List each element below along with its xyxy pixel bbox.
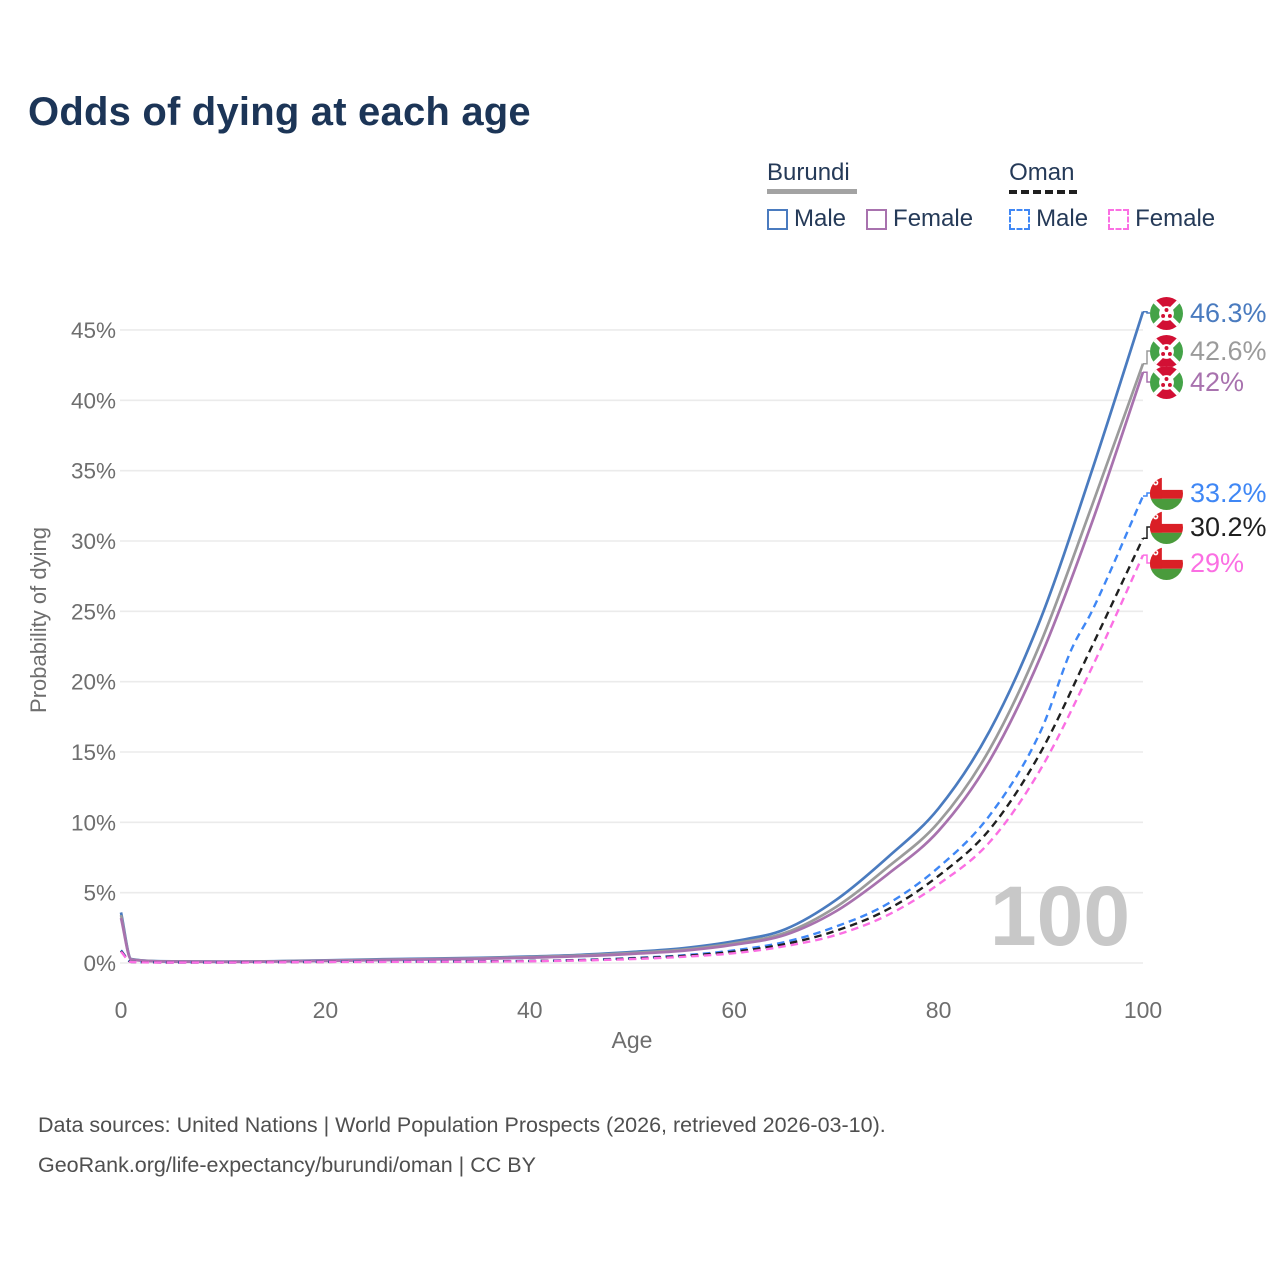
- x-tick-label: 0: [115, 997, 128, 1023]
- end-value-oman-both: 30.2%: [1150, 510, 1267, 544]
- x-tick-label: 60: [721, 997, 747, 1023]
- end-value-oman-female: 29%: [1150, 546, 1244, 580]
- legend-item-label: Male: [1036, 205, 1089, 233]
- x-tick-label: 80: [926, 997, 952, 1023]
- end-label-connector: [1143, 310, 1150, 314]
- data-sources-line: Data sources: United Nations | World Pop…: [38, 1113, 886, 1137]
- legend-item-label: Male: [794, 205, 847, 233]
- legend-item-burundi-female[interactable]: Female: [866, 205, 973, 233]
- series-line-burundi-female: [119, 371, 1145, 964]
- label-connectors: [1143, 310, 1150, 564]
- end-value-label: 46.3%: [1190, 297, 1267, 328]
- end-label-connector: [1143, 492, 1150, 497]
- oman-flag-icon: [1150, 510, 1183, 544]
- oman-flag-icon: [1150, 546, 1183, 580]
- series-line-burundi-male: [119, 311, 1145, 963]
- end-value-oman-male: 33.2%: [1150, 476, 1267, 510]
- oman-dashed-line-sample: [1009, 190, 1078, 195]
- data-series-lines: [119, 311, 1145, 964]
- end-value-label: 33.2%: [1190, 477, 1267, 508]
- end-label-connector: [1143, 526, 1150, 539]
- oman-flag-icon: [1150, 476, 1183, 510]
- burundi-female-swatch-icon: [866, 208, 888, 230]
- series-line-oman-female: [120, 554, 1145, 964]
- legend-group-label-burundi: Burundi: [767, 159, 850, 186]
- y-tick-label: 5%: [83, 881, 116, 906]
- burundi-male-swatch-icon: [767, 208, 788, 230]
- y-tick-label: 45%: [71, 318, 116, 343]
- legend-group-burundi: Burundi Male Female: [767, 159, 973, 233]
- end-label-connector: [1143, 371, 1150, 383]
- burundi-solid-line-sample: [767, 189, 857, 195]
- y-tick-label: 0%: [83, 951, 116, 976]
- legend-item-burundi-male[interactable]: Male: [767, 205, 846, 233]
- age-counter-watermark: 100: [990, 869, 1130, 963]
- y-tick-label: 40%: [71, 388, 116, 413]
- gridlines: [120, 329, 1143, 964]
- legend-group-oman: Oman Male Female: [1009, 159, 1215, 233]
- end-value-burundi-female: 42%: [1150, 365, 1244, 399]
- x-axis-title: Age: [612, 1027, 653, 1053]
- y-tick-label: 15%: [71, 740, 116, 765]
- legend-item-label: Female: [893, 205, 974, 233]
- x-tick-label: 100: [1124, 997, 1162, 1023]
- oman-female-swatch-icon: [1108, 208, 1130, 230]
- attribution-footer: Data sources: United Nations | World Pop…: [38, 1106, 886, 1186]
- y-tick-label: 20%: [71, 670, 116, 695]
- end-value-label: 29%: [1190, 547, 1245, 578]
- y-tick-label: 30%: [71, 529, 116, 554]
- y-tick-label: 25%: [71, 599, 116, 624]
- x-tick-label: 20: [313, 997, 339, 1023]
- y-tick-label: 10%: [71, 810, 116, 835]
- legend-item-oman-male[interactable]: Male: [1009, 205, 1088, 233]
- legend-group-label-oman: Oman: [1009, 159, 1075, 186]
- source-url-line: GeoRank.org/life-expectancy/burundi/oman…: [38, 1152, 536, 1177]
- end-label-connector: [1143, 554, 1150, 564]
- y-axis-title: Probability of dying: [26, 527, 51, 713]
- axis-ticks: 0% 5% 10% 15% 20% 25% 30% 35% 40% 45% 0 20 40 60 80 100: [71, 318, 1162, 1023]
- legend-item-label: Female: [1135, 205, 1216, 233]
- end-value-label: 42%: [1190, 366, 1245, 397]
- legend: Burundi Male Female Oman Male Female: [767, 159, 1215, 233]
- legend-item-oman-female[interactable]: Female: [1108, 205, 1215, 233]
- end-value-label: 30.2%: [1190, 511, 1267, 542]
- burundi-flag-icon: [1150, 296, 1183, 330]
- burundi-flag-icon: [1150, 334, 1183, 368]
- end-value-label: 42.6%: [1190, 335, 1267, 366]
- oman-male-swatch-icon: [1009, 208, 1031, 230]
- burundi-flag-icon: [1150, 365, 1183, 399]
- x-tick-label: 40: [517, 997, 543, 1023]
- y-tick-label: 35%: [71, 459, 116, 484]
- end-value-burundi-both: 42.6%: [1150, 334, 1267, 368]
- page-title: Odds of dying at each age: [28, 90, 531, 134]
- end-label-connector: [1143, 350, 1150, 365]
- end-value-burundi-male: 46.3%: [1150, 296, 1267, 330]
